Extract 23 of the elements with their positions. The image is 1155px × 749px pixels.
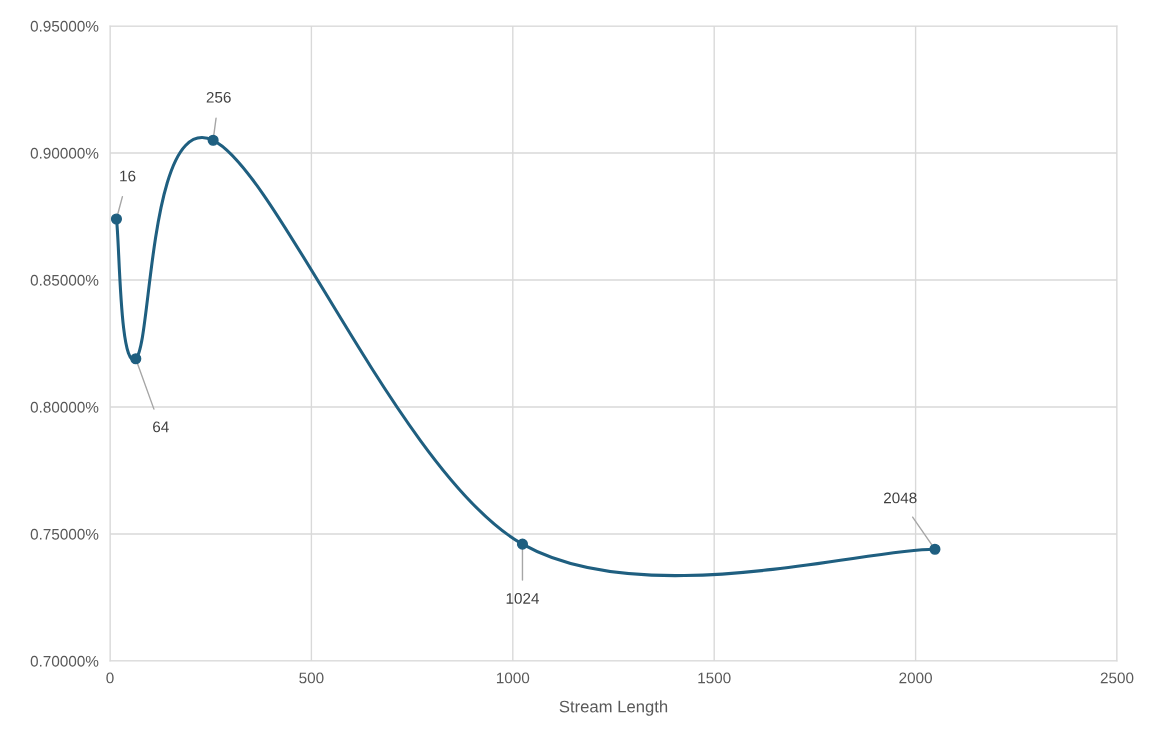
point bbox=[929, 543, 941, 555]
point bbox=[207, 134, 219, 146]
point bbox=[130, 353, 142, 365]
y-tick-label: 0.90000% bbox=[30, 147, 99, 159]
annotation: 1024 bbox=[506, 593, 540, 604]
x-axis-title: Stream Length bbox=[559, 700, 668, 716]
y-tick-label: 0.80000% bbox=[30, 401, 99, 413]
x-tick-label: 500 bbox=[299, 672, 324, 684]
x-tick-label: 2000 bbox=[899, 672, 932, 684]
x-tick-label: 1500 bbox=[698, 672, 731, 684]
y-tick-label: 0.85000% bbox=[30, 274, 99, 286]
y-tick-label: 0.70000% bbox=[30, 655, 99, 667]
annotation: 2048 bbox=[883, 492, 917, 504]
annotation: 16 bbox=[120, 170, 136, 182]
annotation: 64 bbox=[153, 421, 169, 433]
x-tick-label: 1000 bbox=[496, 672, 530, 684]
y-tick-label: 0.95000% bbox=[30, 20, 99, 32]
point bbox=[110, 213, 123, 225]
x-tick-label: 2500 bbox=[1100, 672, 1134, 684]
y-tick-label: 0.75000% bbox=[30, 528, 99, 540]
annotation: 256 bbox=[206, 91, 231, 103]
point bbox=[516, 538, 529, 550]
x-tick-label: 0 bbox=[106, 672, 114, 684]
